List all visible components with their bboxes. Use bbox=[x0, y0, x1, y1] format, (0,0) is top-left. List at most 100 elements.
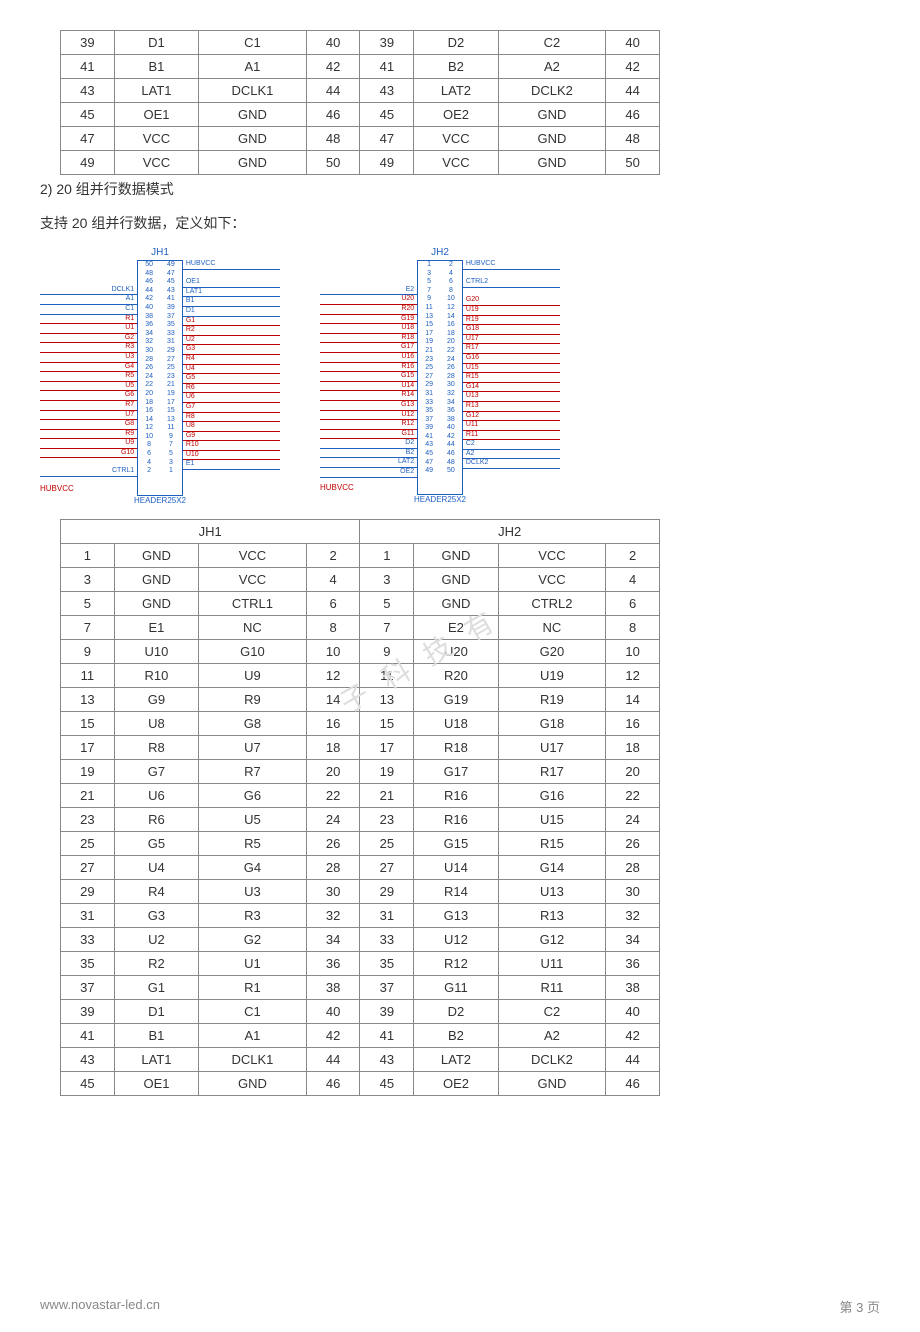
table-cell: 22 bbox=[306, 783, 360, 807]
table-cell: 21 bbox=[360, 783, 414, 807]
table-cell: 27 bbox=[360, 855, 414, 879]
table-cell: B1 bbox=[114, 1023, 198, 1047]
table-cell: 29 bbox=[360, 879, 414, 903]
table-cell: C2 bbox=[498, 999, 606, 1023]
table-cell: OE1 bbox=[114, 103, 198, 127]
table-cell: 39 bbox=[61, 31, 115, 55]
table-cell: VCC bbox=[199, 543, 307, 567]
table-cell: R12 bbox=[414, 951, 498, 975]
table-cell: G8 bbox=[199, 711, 307, 735]
table-cell: 6 bbox=[606, 591, 660, 615]
table-cell: G18 bbox=[498, 711, 606, 735]
table-cell: 49 bbox=[61, 151, 115, 175]
table-cell: 13 bbox=[61, 687, 115, 711]
table-cell: 43 bbox=[360, 79, 414, 103]
table-cell: GND bbox=[199, 103, 307, 127]
table-cell: 46 bbox=[306, 1071, 360, 1095]
table-cell: 20 bbox=[306, 759, 360, 783]
table-cell: C1 bbox=[199, 31, 307, 55]
table-cell: R15 bbox=[498, 831, 606, 855]
table-cell: R16 bbox=[414, 807, 498, 831]
table-cell: R2 bbox=[114, 951, 198, 975]
table-cell: 30 bbox=[306, 879, 360, 903]
table-cell: R17 bbox=[498, 759, 606, 783]
table-cell: R3 bbox=[199, 903, 307, 927]
table-cell: 43 bbox=[61, 1047, 115, 1071]
table-cell: U9 bbox=[199, 663, 307, 687]
table-cell: VCC bbox=[414, 127, 498, 151]
table-cell: 35 bbox=[360, 951, 414, 975]
table-cell: 8 bbox=[306, 615, 360, 639]
table-cell: D1 bbox=[114, 31, 198, 55]
table-cell: 19 bbox=[61, 759, 115, 783]
table-cell: B2 bbox=[414, 55, 498, 79]
table-cell: U3 bbox=[199, 879, 307, 903]
table-cell: 1 bbox=[360, 543, 414, 567]
table-cell: 50 bbox=[606, 151, 660, 175]
table-header: JH2 bbox=[360, 519, 660, 543]
table-cell: GND bbox=[498, 103, 606, 127]
table-cell: G9 bbox=[114, 687, 198, 711]
table-cell: 38 bbox=[606, 975, 660, 999]
table-cell: DCLK2 bbox=[498, 79, 606, 103]
table-cell: U14 bbox=[414, 855, 498, 879]
table-cell: 28 bbox=[606, 855, 660, 879]
table-cell: R4 bbox=[114, 879, 198, 903]
table-cell: 4 bbox=[606, 567, 660, 591]
table-cell: G13 bbox=[414, 903, 498, 927]
table-cell: B2 bbox=[414, 1023, 498, 1047]
table-cell: VCC bbox=[498, 543, 606, 567]
table-cell: 47 bbox=[61, 127, 115, 151]
table-cell: 44 bbox=[606, 1047, 660, 1071]
table-cell: U7 bbox=[199, 735, 307, 759]
table-cell: 47 bbox=[360, 127, 414, 151]
table-cell: 33 bbox=[360, 927, 414, 951]
table-cell: 43 bbox=[61, 79, 115, 103]
table-cell: GND bbox=[498, 127, 606, 151]
table-cell: 11 bbox=[360, 663, 414, 687]
table-cell: 45 bbox=[360, 103, 414, 127]
table-cell: R9 bbox=[199, 687, 307, 711]
table-cell: R20 bbox=[414, 663, 498, 687]
table-cell: U18 bbox=[414, 711, 498, 735]
table-cell: CTRL2 bbox=[498, 591, 606, 615]
table-cell: 36 bbox=[306, 951, 360, 975]
table-cell: R8 bbox=[114, 735, 198, 759]
table-cell: 5 bbox=[360, 591, 414, 615]
table-cell: NC bbox=[498, 615, 606, 639]
table-cell: 9 bbox=[61, 639, 115, 663]
table-cell: 50 bbox=[306, 151, 360, 175]
table-cell: 7 bbox=[360, 615, 414, 639]
table-cell: U4 bbox=[114, 855, 198, 879]
table-cell: D2 bbox=[414, 31, 498, 55]
table-cell: 33 bbox=[61, 927, 115, 951]
table-cell: 25 bbox=[61, 831, 115, 855]
table-cell: G11 bbox=[414, 975, 498, 999]
table-cell: 41 bbox=[61, 55, 115, 79]
table-cell: DCLK1 bbox=[199, 79, 307, 103]
table-cell: 4 bbox=[306, 567, 360, 591]
table-cell: 10 bbox=[606, 639, 660, 663]
table-cell: 38 bbox=[306, 975, 360, 999]
table-cell: R7 bbox=[199, 759, 307, 783]
table-cell: 7 bbox=[61, 615, 115, 639]
table-cell: 34 bbox=[606, 927, 660, 951]
table-cell: R11 bbox=[498, 975, 606, 999]
table-cell: LAT1 bbox=[114, 1047, 198, 1071]
table-cell: 11 bbox=[61, 663, 115, 687]
table-cell: G16 bbox=[498, 783, 606, 807]
table-cell: A1 bbox=[199, 1023, 307, 1047]
table-cell: 44 bbox=[606, 79, 660, 103]
table-header: JH1 bbox=[61, 519, 360, 543]
table-cell: 2 bbox=[306, 543, 360, 567]
table-cell: U2 bbox=[114, 927, 198, 951]
table-cell: R5 bbox=[199, 831, 307, 855]
table-cell: 18 bbox=[306, 735, 360, 759]
table-cell: GND bbox=[114, 543, 198, 567]
table-cell: 42 bbox=[306, 1023, 360, 1047]
table-cell: U15 bbox=[498, 807, 606, 831]
table-cell: 42 bbox=[606, 55, 660, 79]
table-cell: DCLK1 bbox=[199, 1047, 307, 1071]
table-cell: GND bbox=[498, 1071, 606, 1095]
table-cell: 23 bbox=[61, 807, 115, 831]
